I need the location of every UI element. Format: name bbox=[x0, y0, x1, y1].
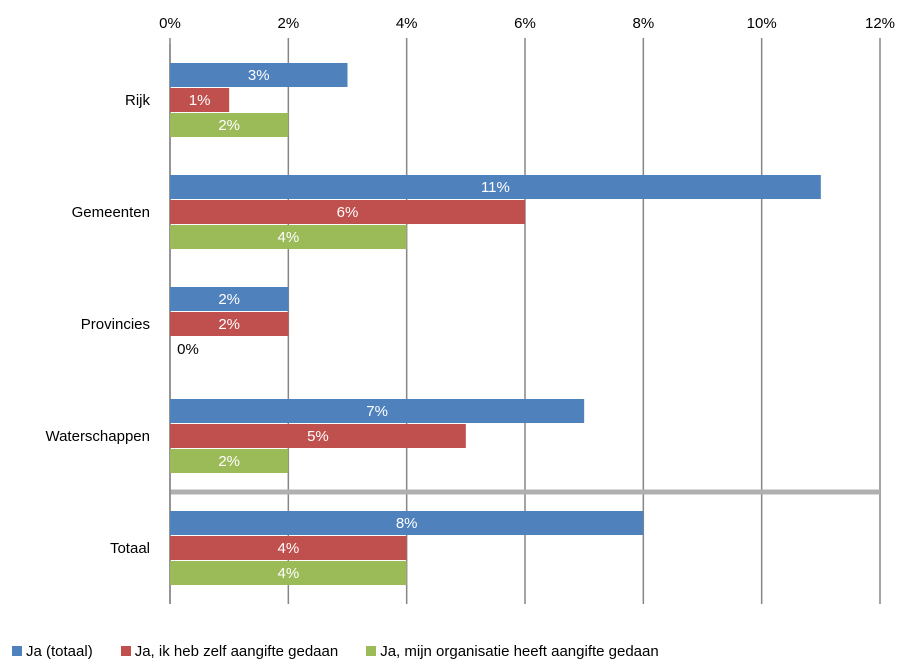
bar bbox=[170, 511, 644, 535]
category-label: Rijk bbox=[125, 92, 150, 109]
data-label: 2% bbox=[218, 117, 240, 134]
legend-item: Ja (totaal) bbox=[12, 640, 93, 662]
x-tick-label: 0% bbox=[159, 15, 181, 32]
x-tick-label: 8% bbox=[632, 15, 654, 32]
data-label: 2% bbox=[218, 316, 240, 333]
data-label: 0% bbox=[177, 341, 199, 358]
legend-swatch bbox=[120, 646, 131, 656]
legend-item: Ja, mijn organisatie heeft aangifte geda… bbox=[366, 640, 659, 662]
bar bbox=[170, 312, 289, 336]
x-tick-label: 6% bbox=[514, 15, 536, 32]
data-label: 8% bbox=[396, 515, 418, 532]
bar bbox=[170, 113, 289, 137]
legend-swatch bbox=[366, 646, 377, 656]
bar bbox=[170, 424, 466, 448]
legend-item: Ja, ik heb zelf aangifte gedaan bbox=[120, 640, 339, 662]
bar bbox=[170, 63, 348, 87]
bar bbox=[170, 200, 525, 224]
legend: Ja (totaal) Ja, ik heb zelf aangifte geda… bbox=[0, 640, 908, 662]
x-tick-label: 12% bbox=[865, 15, 895, 32]
data-label: 2% bbox=[218, 453, 240, 470]
data-label: 2% bbox=[218, 291, 240, 308]
legend-label: Ja, ik heb zelf aangifte gedaan bbox=[134, 642, 339, 660]
bar bbox=[170, 399, 585, 423]
x-axis-ticks: 0% 2% 4% 6% 8% 10% 12% bbox=[159, 15, 895, 32]
bar-chart: 0% 2% 4% 6% 8% 10% 12% 3% 1% 2% 11% 6% 4% 2% 2% 0% 7% 5%… bbox=[45, 15, 895, 604]
data-label: 4% bbox=[277, 565, 299, 582]
data-label: 6% bbox=[337, 204, 359, 221]
x-tick-label: 2% bbox=[277, 15, 299, 32]
bar bbox=[170, 536, 407, 560]
legend-label: Ja, mijn organisatie heeft aangifte geda… bbox=[380, 642, 659, 660]
data-label: 5% bbox=[307, 428, 329, 445]
legend-swatch bbox=[12, 646, 22, 656]
legend-label: Ja (totaal) bbox=[26, 642, 93, 660]
x-tick-label: 10% bbox=[747, 15, 777, 32]
data-label: 1% bbox=[189, 92, 211, 109]
data-label: 7% bbox=[366, 403, 388, 420]
data-label: 4% bbox=[277, 540, 299, 557]
data-label: 3% bbox=[248, 67, 270, 84]
bars: 3% 1% 2% 11% 6% 4% 2% 2% 0% 7% 5% 2% 8% 4% 4% bbox=[170, 63, 821, 585]
bar bbox=[170, 175, 821, 199]
category-label: Totaal bbox=[110, 540, 150, 557]
category-label: Waterschappen bbox=[45, 428, 150, 445]
bar bbox=[170, 225, 407, 249]
data-label: 4% bbox=[277, 229, 299, 246]
category-label: Gemeenten bbox=[72, 204, 150, 221]
bar bbox=[170, 287, 289, 311]
category-labels: Rijk Gemeenten Provincies Waterschappen Tota… bbox=[45, 92, 150, 557]
bar bbox=[170, 88, 230, 112]
bar bbox=[170, 561, 407, 585]
category-label: Provincies bbox=[81, 316, 150, 333]
bar bbox=[170, 449, 289, 473]
x-tick-label: 4% bbox=[396, 15, 418, 32]
data-label: 11% bbox=[481, 179, 510, 196]
